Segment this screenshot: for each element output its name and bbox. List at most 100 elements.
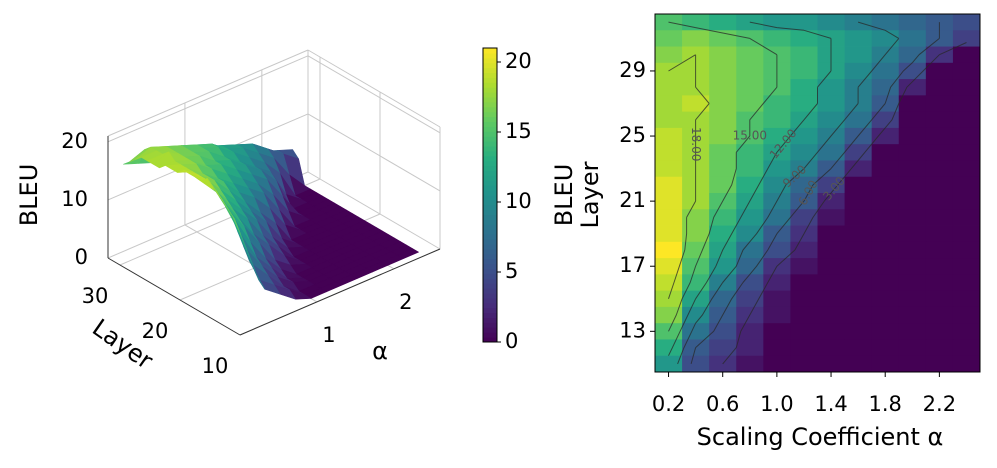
heatmap-cell xyxy=(763,30,791,47)
heatmap-cell xyxy=(790,62,818,80)
heatmap-cell xyxy=(736,339,764,357)
heatmap-cell xyxy=(709,225,737,243)
colorbar-strip xyxy=(483,234,497,240)
heatmap-cell xyxy=(925,127,954,145)
heatmap-cell xyxy=(682,14,710,31)
colorbar-strip xyxy=(483,214,497,220)
contour-line xyxy=(668,54,710,299)
contour-label: 18.00 xyxy=(689,127,703,161)
heatmap-cell xyxy=(709,144,737,161)
heatmap-cell xyxy=(844,62,873,80)
heatmap-cell xyxy=(709,127,737,145)
colorbar-strip xyxy=(483,121,497,127)
heatmap-cell xyxy=(844,225,873,243)
heatmap-cell xyxy=(898,111,927,129)
heatmap-cell xyxy=(898,225,927,243)
heatmap-cell xyxy=(682,323,710,340)
colorbar-strip xyxy=(483,131,497,137)
heatmap-cell xyxy=(790,355,818,373)
colorbar-strip xyxy=(483,62,497,69)
colorbar-strip xyxy=(483,297,497,304)
heatmap-cell xyxy=(817,193,845,210)
colorbar-strip xyxy=(483,150,497,157)
heatmap-cell xyxy=(871,193,900,210)
colorbar-strip xyxy=(483,322,497,328)
heatmap-cell xyxy=(952,274,981,292)
contour-line xyxy=(722,42,967,365)
heatmap-cell xyxy=(844,339,873,357)
heatmap-cell xyxy=(736,241,764,259)
heatmap-cell xyxy=(844,30,873,47)
heatmap-cell xyxy=(898,127,927,145)
heatmap-cell xyxy=(952,127,981,145)
colorbar-strip xyxy=(483,146,497,152)
heatmap-cell xyxy=(817,274,845,292)
heatmap-cell xyxy=(763,95,791,113)
heatmap-cell xyxy=(844,241,873,259)
colorbar-strip xyxy=(483,239,497,245)
heatmap-y-label: Layer xyxy=(576,161,604,228)
heatmap-cell xyxy=(925,290,954,308)
heatmap-cell xyxy=(655,241,683,259)
heatmap-cell xyxy=(763,306,791,324)
heatmap-cell xyxy=(952,144,981,161)
heatmap-cell xyxy=(898,323,927,340)
heatmap-cell xyxy=(925,160,954,178)
heatmap-cell xyxy=(790,14,818,31)
heatmap-cell xyxy=(925,339,954,357)
heatmap-cell xyxy=(952,95,981,113)
heatmap-cell xyxy=(709,14,737,31)
heatmap-cell xyxy=(952,241,981,259)
heatmap-cell xyxy=(952,30,981,47)
heatmap-cell xyxy=(898,14,927,31)
heatmap-cell xyxy=(736,225,764,243)
colorbar-strip xyxy=(483,283,497,289)
heatmap-cell xyxy=(817,258,845,275)
colorbar-strip xyxy=(483,87,497,93)
heatmap-cell xyxy=(952,79,981,96)
colorbar-strip xyxy=(483,209,497,216)
heatmap-cell xyxy=(817,355,845,373)
heatmap-cell xyxy=(925,144,954,161)
x-tick-label: 2.2 xyxy=(923,392,956,416)
heatmap-cell xyxy=(844,290,873,308)
grid-line xyxy=(307,171,441,250)
colorbar-strip xyxy=(483,317,497,323)
colorbar-tick-label: 0 xyxy=(505,329,518,353)
heatmap-cell xyxy=(655,95,683,113)
heatmap-cell xyxy=(925,176,954,194)
heatmap-cell xyxy=(871,306,900,324)
heatmap-cell xyxy=(709,160,737,178)
heatmap-cell xyxy=(952,14,981,31)
heatmap-cell xyxy=(871,79,900,96)
heatmap-cell xyxy=(898,95,927,113)
colorbar-strip xyxy=(483,195,497,201)
colorbar-strip xyxy=(483,302,497,309)
heatmap-cell xyxy=(682,274,710,292)
heatmap-cell xyxy=(925,62,954,80)
contour-label: 15.00 xyxy=(733,129,767,143)
heatmap-cell xyxy=(898,339,927,357)
heatmap-cell xyxy=(871,323,900,340)
heatmap-cell xyxy=(790,274,818,292)
heatmap-cell xyxy=(655,127,683,145)
x-tick-label: 1.8 xyxy=(869,392,902,416)
heatmap-cell xyxy=(817,241,845,259)
heatmap-cell xyxy=(844,193,873,210)
x-tick-label: 1.0 xyxy=(760,392,793,416)
heatmap-cell xyxy=(925,274,954,292)
heatmap-cell xyxy=(871,127,900,145)
y-tick-label: 17 xyxy=(619,253,646,277)
heatmap-cell xyxy=(709,339,737,357)
heatmap-cell xyxy=(655,111,683,129)
heatmap-cell xyxy=(925,355,954,373)
surface-patch xyxy=(243,245,266,290)
heatmap-cell xyxy=(655,79,683,96)
z-tick-label: 20 xyxy=(61,129,88,153)
colorbar-strip xyxy=(483,170,497,176)
heatmap-cell xyxy=(898,306,927,324)
heatmap-cell xyxy=(871,339,900,357)
heatmap-cell xyxy=(709,62,737,80)
heatmap-cell xyxy=(790,323,818,340)
heatmap-cell xyxy=(952,290,981,308)
